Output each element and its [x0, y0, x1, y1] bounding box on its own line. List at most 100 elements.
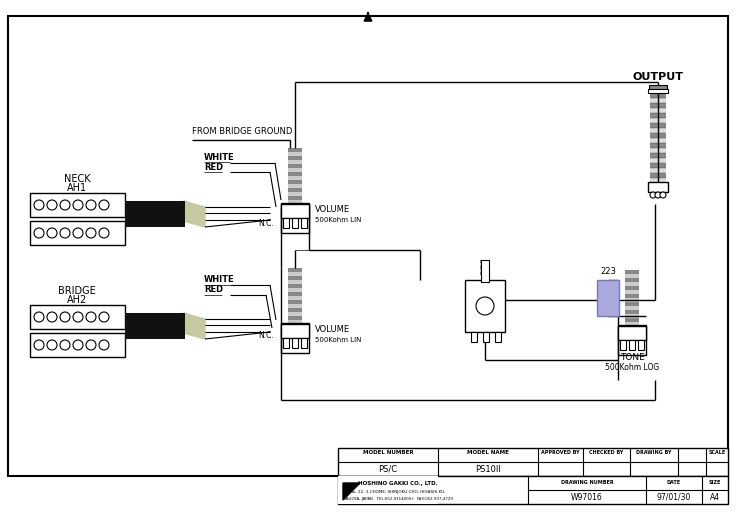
- Bar: [125, 313, 185, 339]
- Circle shape: [60, 312, 70, 322]
- Bar: [650, 118, 666, 123]
- Bar: [638, 340, 644, 350]
- Text: DATE: DATE: [667, 480, 681, 484]
- Text: WHITE: WHITE: [204, 276, 235, 284]
- Bar: [650, 168, 666, 173]
- Circle shape: [86, 312, 96, 322]
- Circle shape: [47, 340, 57, 350]
- Bar: [650, 153, 666, 158]
- Bar: [625, 302, 639, 306]
- Circle shape: [86, 340, 96, 350]
- Circle shape: [660, 192, 666, 198]
- Bar: [650, 143, 666, 148]
- Bar: [650, 148, 666, 153]
- Bar: [288, 152, 302, 156]
- Bar: [338, 476, 438, 504]
- Bar: [625, 318, 639, 322]
- Text: CHECKED BY: CHECKED BY: [589, 450, 623, 456]
- Bar: [288, 292, 302, 296]
- Bar: [288, 316, 302, 320]
- Bar: [30, 221, 125, 245]
- Bar: [650, 123, 666, 128]
- Bar: [288, 176, 302, 180]
- Bar: [292, 338, 298, 348]
- Text: 500Kohm LIN: 500Kohm LIN: [315, 217, 361, 223]
- Bar: [597, 280, 619, 316]
- Bar: [495, 332, 501, 342]
- Bar: [281, 204, 309, 218]
- Circle shape: [34, 200, 44, 210]
- Circle shape: [73, 312, 83, 322]
- Bar: [625, 298, 639, 302]
- Bar: [288, 164, 302, 168]
- Bar: [338, 448, 728, 476]
- Text: MODEL NUMBER: MODEL NUMBER: [363, 450, 414, 456]
- Bar: [483, 332, 489, 342]
- Bar: [648, 89, 668, 93]
- Circle shape: [86, 200, 96, 210]
- Bar: [625, 278, 639, 282]
- Bar: [650, 98, 666, 103]
- Text: OUTPUT: OUTPUT: [632, 72, 684, 82]
- Bar: [283, 218, 289, 228]
- Text: TONE: TONE: [620, 353, 645, 362]
- Bar: [288, 272, 302, 276]
- Bar: [480, 272, 490, 275]
- Bar: [625, 286, 639, 290]
- Text: PS/C: PS/C: [378, 465, 397, 473]
- Bar: [650, 158, 666, 163]
- Bar: [620, 340, 626, 350]
- Bar: [288, 156, 302, 160]
- Bar: [288, 180, 302, 184]
- Text: RED: RED: [204, 162, 223, 172]
- Bar: [338, 476, 728, 504]
- Bar: [30, 193, 125, 217]
- Text: DRAWING BY: DRAWING BY: [636, 450, 672, 456]
- Circle shape: [86, 228, 96, 238]
- Bar: [292, 218, 298, 228]
- Bar: [30, 305, 125, 329]
- Text: VOLUME: VOLUME: [315, 206, 350, 215]
- Bar: [283, 338, 289, 348]
- Circle shape: [99, 312, 109, 322]
- Bar: [288, 320, 302, 324]
- Bar: [625, 282, 639, 286]
- Bar: [650, 178, 666, 183]
- Text: PS10II: PS10II: [475, 465, 501, 473]
- Text: NAGOYA, JAPAN   TEL:052-9314000+  FAX:052-937-4729: NAGOYA, JAPAN TEL:052-9314000+ FAX:052-9…: [343, 497, 453, 501]
- Bar: [281, 323, 309, 353]
- Bar: [288, 304, 302, 308]
- Bar: [288, 308, 302, 312]
- Bar: [649, 85, 667, 91]
- Bar: [288, 280, 302, 284]
- Circle shape: [73, 200, 83, 210]
- Bar: [625, 310, 639, 314]
- Text: RED: RED: [204, 286, 223, 294]
- Bar: [625, 314, 639, 318]
- Text: W97016: W97016: [571, 492, 603, 502]
- Bar: [281, 203, 309, 233]
- Bar: [288, 276, 302, 280]
- Bar: [650, 128, 666, 133]
- Text: AH2: AH2: [67, 295, 87, 305]
- Bar: [480, 263, 490, 266]
- Bar: [650, 138, 666, 143]
- Bar: [288, 196, 302, 200]
- Bar: [618, 325, 646, 355]
- Bar: [650, 113, 666, 118]
- Bar: [288, 192, 302, 196]
- Text: MODEL NAME: MODEL NAME: [467, 450, 509, 456]
- Text: SCALE: SCALE: [708, 450, 726, 456]
- Bar: [288, 168, 302, 172]
- Text: 223: 223: [600, 267, 616, 277]
- Bar: [288, 284, 302, 288]
- Bar: [629, 340, 635, 350]
- Bar: [650, 163, 666, 168]
- Text: N.C.: N.C.: [258, 219, 274, 228]
- Bar: [125, 201, 185, 227]
- Bar: [618, 326, 646, 340]
- Text: AH1: AH1: [67, 183, 87, 193]
- Text: SIZE: SIZE: [709, 480, 721, 484]
- Text: BRIDGE: BRIDGE: [58, 286, 96, 296]
- Bar: [281, 324, 309, 338]
